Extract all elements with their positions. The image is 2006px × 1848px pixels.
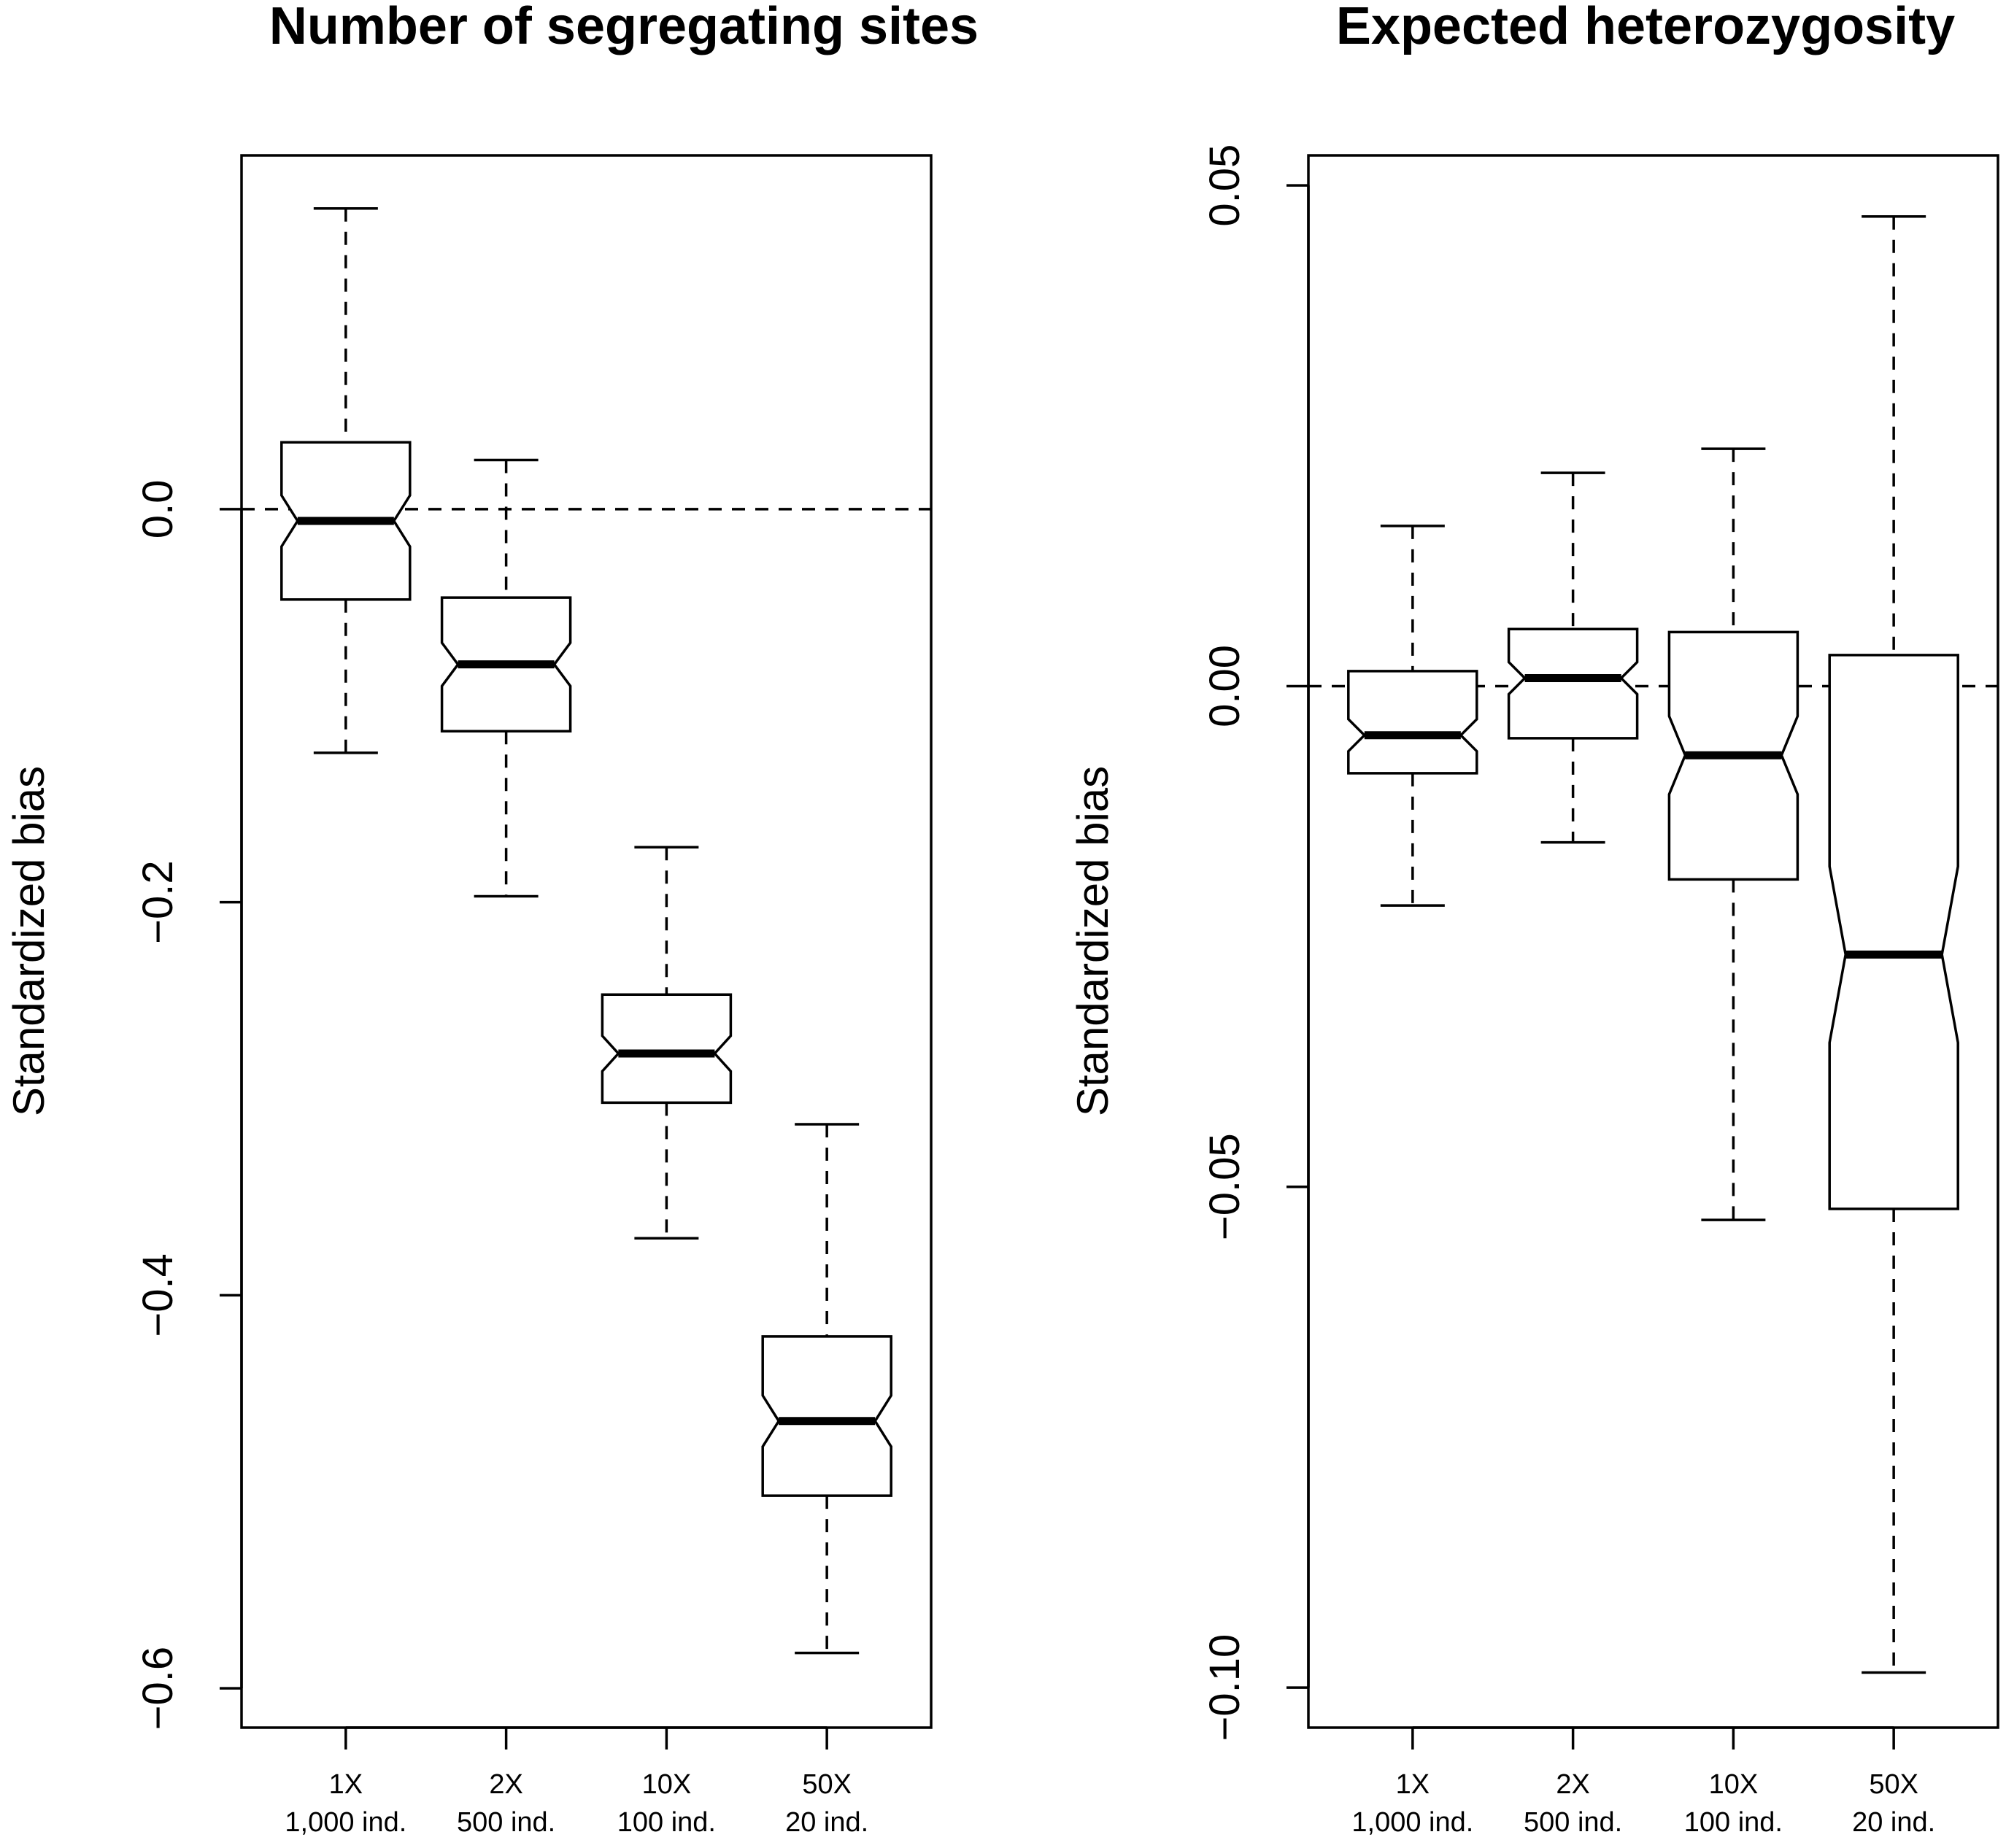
notched-box xyxy=(1828,654,1959,1210)
x-tick-label-coverage: 1X xyxy=(329,1769,363,1800)
box-3 xyxy=(1667,447,1799,1221)
x-tick-label-coverage: 50X xyxy=(802,1769,852,1800)
x-tick-label-individuals: 20 ind. xyxy=(785,1807,868,1838)
box-3 xyxy=(601,846,733,1240)
box-1 xyxy=(280,206,412,754)
y-tick-label: −0.10 xyxy=(1201,1634,1249,1741)
y-axis-label: Standardized bias xyxy=(1068,766,1117,1116)
notched-box xyxy=(1347,670,1478,775)
chart-title: Number of segregating sites xyxy=(269,0,979,55)
y-tick-label: 0.0 xyxy=(134,480,182,539)
box-2 xyxy=(440,458,572,898)
x-tick-label-coverage: 10X xyxy=(1709,1769,1759,1800)
y-tick-label: −0.4 xyxy=(134,1253,182,1337)
chart-title: Expected heterozygosity xyxy=(1336,0,1955,55)
y-tick-label: −0.6 xyxy=(134,1647,182,1731)
y-tick-label: 0.05 xyxy=(1201,144,1249,227)
box-4 xyxy=(761,1123,892,1655)
panel-expected-heterozygosity: Expected heterozygosity Standardized bia… xyxy=(1068,0,1999,1838)
x-tick-label-individuals: 500 ind. xyxy=(457,1807,555,1838)
panel-segregating-sites: Number of segregating sites Standardized… xyxy=(4,0,979,1838)
notched-box xyxy=(761,1335,892,1497)
x-tick-label-coverage: 2X xyxy=(1556,1769,1589,1800)
x-axis: 1X 1,000 ind. 2X 500 ind. 10X 100 ind. 50X 20 i… xyxy=(1351,1726,1935,1838)
boxes xyxy=(1347,214,1959,1674)
x-tick-label-coverage: 1X xyxy=(1396,1769,1430,1800)
x-tick-label-individuals: 1,000 ind. xyxy=(1351,1807,1473,1838)
x-axis: 1X 1,000 ind. 2X 500 ind. 10X 100 ind. 50X 20 i… xyxy=(285,1726,868,1838)
x-tick-label-coverage: 10X xyxy=(642,1769,692,1800)
x-tick-label-individuals: 1,000 ind. xyxy=(285,1807,406,1838)
x-tick-label-individuals: 100 ind. xyxy=(617,1807,716,1838)
notched-box xyxy=(1507,627,1639,740)
y-tick-label: 0.00 xyxy=(1201,645,1249,727)
box-1 xyxy=(1347,525,1478,907)
box-2 xyxy=(1507,471,1639,844)
y-axis: 0.0 −0.2 −0.4 −0.6 xyxy=(134,480,243,1731)
y-axis-label: Standardized bias xyxy=(4,766,53,1116)
box-4 xyxy=(1828,214,1959,1674)
y-tick-label: −0.2 xyxy=(134,860,182,944)
notched-box xyxy=(601,993,733,1105)
boxes xyxy=(280,206,892,1655)
y-tick-label: −0.05 xyxy=(1201,1133,1249,1240)
x-tick-label-individuals: 20 ind. xyxy=(1852,1807,1935,1838)
x-tick-label-individuals: 100 ind. xyxy=(1684,1807,1783,1838)
x-tick-label-individuals: 500 ind. xyxy=(1524,1807,1622,1838)
x-tick-label-coverage: 2X xyxy=(489,1769,522,1800)
x-tick-label-coverage: 50X xyxy=(1869,1769,1918,1800)
y-axis: 0.05 0.00 −0.05 −0.10 xyxy=(1201,144,1310,1741)
